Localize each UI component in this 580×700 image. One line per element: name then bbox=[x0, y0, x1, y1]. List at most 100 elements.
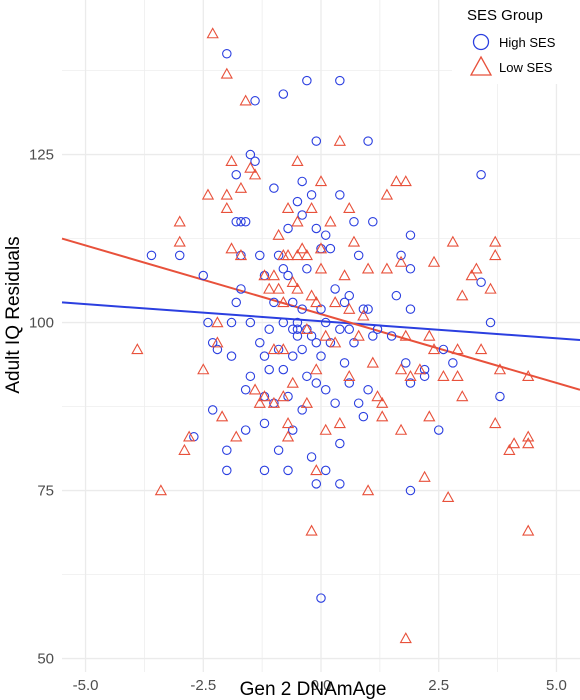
low-ses-point bbox=[399, 632, 412, 644]
high-ses-point bbox=[302, 371, 312, 382]
low-ses-point bbox=[267, 343, 281, 355]
high-ses-point bbox=[311, 479, 322, 489]
low-ses-point bbox=[446, 235, 459, 247]
low-ses-point bbox=[277, 296, 290, 308]
low-ses-point bbox=[272, 228, 285, 240]
low-ses-point bbox=[493, 363, 507, 375]
high-ses-point bbox=[495, 391, 505, 402]
high-ses-point bbox=[146, 250, 157, 261]
x-tick-label: 2.5 bbox=[428, 677, 449, 694]
low-ses-point bbox=[399, 175, 412, 187]
low-ses-point bbox=[357, 309, 370, 321]
high-ses-point bbox=[438, 344, 449, 355]
legend-title: SES Group bbox=[467, 7, 543, 24]
high-ses-point bbox=[292, 331, 303, 341]
low-ses-point bbox=[328, 296, 342, 308]
low-ses-point bbox=[465, 269, 478, 281]
low-ses-point bbox=[183, 430, 196, 442]
low-ses-point bbox=[314, 242, 328, 254]
low-ses-point bbox=[215, 410, 229, 422]
y-tick-label: 75 bbox=[37, 483, 54, 500]
low-ses-point bbox=[225, 154, 238, 166]
high-ses-point bbox=[358, 411, 369, 422]
high-ses-point bbox=[203, 317, 213, 328]
low-ses-point bbox=[310, 363, 323, 375]
low-ses-point bbox=[131, 343, 144, 355]
low-ses-point bbox=[319, 423, 332, 435]
high-ses-point bbox=[259, 465, 270, 476]
high-ses-point bbox=[330, 284, 340, 294]
low-ses-point bbox=[380, 188, 394, 200]
high-ses-point bbox=[245, 371, 256, 382]
high-ses-point bbox=[292, 196, 303, 207]
low-ses-point bbox=[178, 443, 191, 455]
high-ses-point bbox=[363, 136, 373, 146]
trend-lines bbox=[61, 237, 580, 391]
low-ses-point bbox=[234, 249, 248, 261]
high-ses-point bbox=[245, 149, 256, 160]
high-ses-point bbox=[297, 210, 307, 220]
high-ses-point bbox=[363, 304, 373, 314]
high-ses-point bbox=[325, 243, 336, 254]
low-ses-point bbox=[522, 524, 535, 536]
low-ses-point bbox=[230, 430, 243, 442]
low-ses-point bbox=[220, 201, 233, 214]
data-points bbox=[131, 27, 535, 644]
high-ses-point bbox=[349, 217, 359, 227]
high-ses-point bbox=[264, 324, 274, 335]
high-ses-point bbox=[405, 264, 416, 274]
low-ses-point bbox=[296, 242, 309, 254]
high-ses-point bbox=[287, 297, 298, 308]
y-tick-label: 50 bbox=[37, 651, 54, 668]
low-ses-point bbox=[305, 524, 318, 536]
high-ses-point bbox=[250, 96, 260, 106]
low-ses-point bbox=[347, 235, 361, 247]
high-ses-point bbox=[405, 230, 416, 240]
low-ses-point bbox=[489, 249, 502, 261]
low-ses-point bbox=[522, 437, 535, 449]
low-ses-point bbox=[333, 417, 346, 429]
low-ses-point bbox=[394, 363, 408, 375]
high-ses-point bbox=[198, 270, 209, 281]
low-ses-point bbox=[272, 282, 285, 294]
high-ses-point bbox=[226, 351, 237, 361]
low-ses-point bbox=[333, 134, 346, 146]
x-tick-label: 0.0 bbox=[311, 677, 332, 694]
low-ses-point bbox=[291, 282, 304, 294]
low-ses-point bbox=[361, 262, 375, 274]
low-ses-point bbox=[267, 269, 281, 281]
high-ses-point bbox=[287, 324, 298, 335]
high-ses-point bbox=[339, 297, 350, 308]
high-ses-point bbox=[368, 331, 378, 341]
high-ses-point bbox=[222, 465, 232, 476]
low-ses-point bbox=[451, 369, 464, 382]
low-ses-point bbox=[319, 329, 332, 341]
low-ses-point bbox=[154, 484, 168, 496]
high-ses-point bbox=[306, 452, 317, 462]
low-ses-point bbox=[376, 410, 389, 422]
low-ses-point bbox=[328, 336, 342, 348]
high-ses-point bbox=[302, 75, 312, 86]
low-ses-point bbox=[225, 242, 238, 254]
high-ses-point bbox=[335, 324, 345, 335]
low-ses-point bbox=[305, 201, 318, 214]
high-ses-point bbox=[264, 364, 274, 375]
legend-high-ses-marker bbox=[472, 33, 490, 51]
high-ses-point bbox=[236, 284, 246, 294]
major-gridlines bbox=[62, 0, 580, 672]
low-ses-point bbox=[239, 94, 252, 106]
high-ses-point bbox=[292, 324, 303, 335]
low-ses-point bbox=[343, 201, 356, 214]
low-ses-point bbox=[371, 390, 384, 402]
low-ses-point bbox=[291, 154, 304, 166]
high-ses-point bbox=[405, 485, 416, 496]
low-ses-point bbox=[394, 255, 408, 267]
low-ses-point bbox=[234, 181, 248, 193]
low-ses-point bbox=[324, 215, 337, 227]
high-ses-point bbox=[226, 317, 237, 328]
high-ses-point bbox=[222, 445, 232, 455]
high-ses-point bbox=[335, 479, 345, 489]
low-ses-point bbox=[399, 329, 412, 341]
low-ses-point bbox=[522, 369, 535, 382]
high-ses-point bbox=[259, 351, 270, 361]
